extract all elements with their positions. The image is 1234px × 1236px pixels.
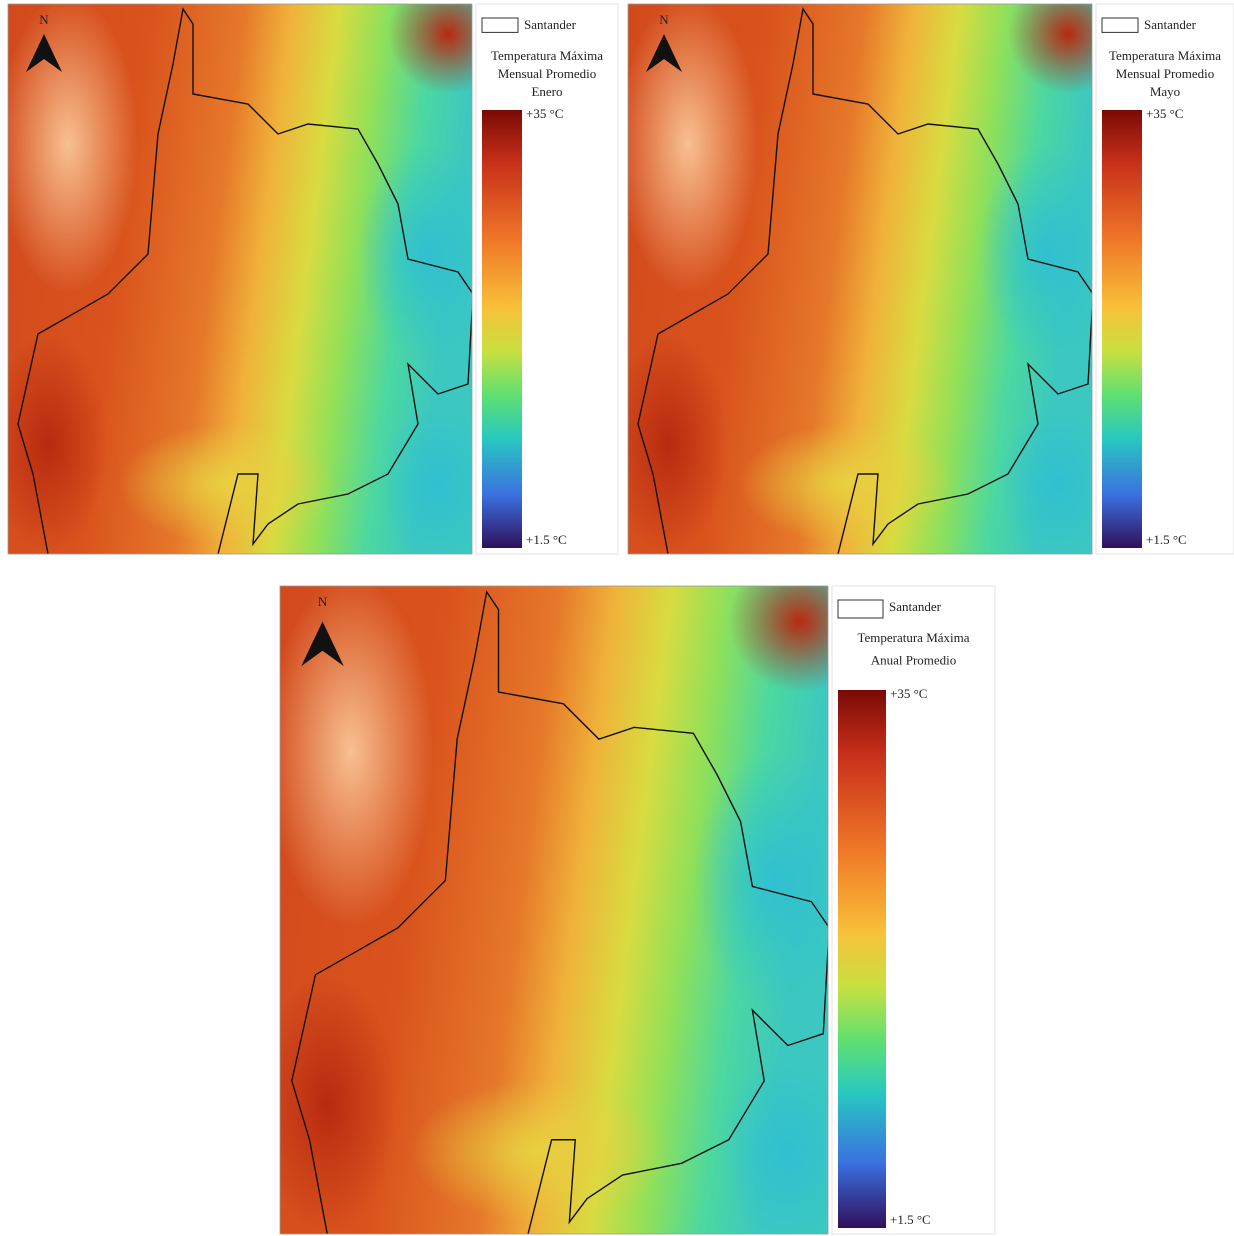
map: N [280,586,829,1234]
legend-swatch [837,599,884,619]
highland [628,4,758,294]
highland [378,404,472,554]
north-arrow [301,621,344,667]
highland [717,1057,828,1234]
boundary [292,592,829,1234]
highland [998,404,1092,554]
legend-title: Mensual Promedio [498,66,597,81]
highland [388,4,472,94]
legend-swatch [1101,17,1139,33]
ramp-min-label: +1.5 °C [1146,532,1187,547]
boundary [18,9,473,554]
highland [280,586,434,928]
north-arrow [646,34,682,72]
ramp-min-label: +1.5 °C [526,532,567,547]
highland [978,144,1092,364]
boundary [638,9,1093,554]
slope [118,424,338,544]
color-ramp [1102,110,1142,548]
map-frame [627,3,1093,555]
ramp-max-label: +35 °C [526,106,563,121]
legend-frame [1095,3,1234,555]
highland [8,4,138,294]
ramp-max-label: +35 °C [1146,106,1183,121]
lowland [8,334,108,554]
slope [409,1080,670,1223]
legend-title: Temperatura Máxima [491,48,603,63]
legend-title: Temperatura Máxima [857,630,969,645]
highland [693,750,828,1011]
map: N [8,4,473,554]
legend-title: Temperatura Máxima [1109,48,1221,63]
color-ramp [482,110,522,548]
map-layer [280,586,829,1234]
legend-frame [831,585,996,1235]
legend-frame [475,3,619,555]
legend-title: Mayo [1150,84,1180,99]
highland [358,144,472,364]
ramp-max-label: +35 °C [890,686,927,701]
highland [1008,4,1092,94]
north-label: N [318,594,328,609]
highland [728,586,828,693]
north-arrow [26,34,62,72]
north-label: N [659,12,669,27]
lowland [628,334,728,554]
map-frame [279,585,829,1235]
color-ramp [838,690,886,1228]
map: N [628,4,1093,554]
north-label: N [39,12,49,27]
legend-label: Santander [1144,17,1197,32]
ramp-min-label: +1.5 °C [890,1212,931,1227]
map-frame [7,3,473,555]
lowland [280,974,399,1234]
slope [738,424,958,544]
legend-swatch [481,17,519,33]
legend-title: Anual Promedio [871,653,957,668]
legend-title: Enero [531,84,562,99]
legend-label: Santander [524,17,577,32]
map-layer [8,4,473,554]
legend-label: Santander [889,599,942,614]
legend-title: Mensual Promedio [1116,66,1215,81]
map-layer [628,4,1093,554]
